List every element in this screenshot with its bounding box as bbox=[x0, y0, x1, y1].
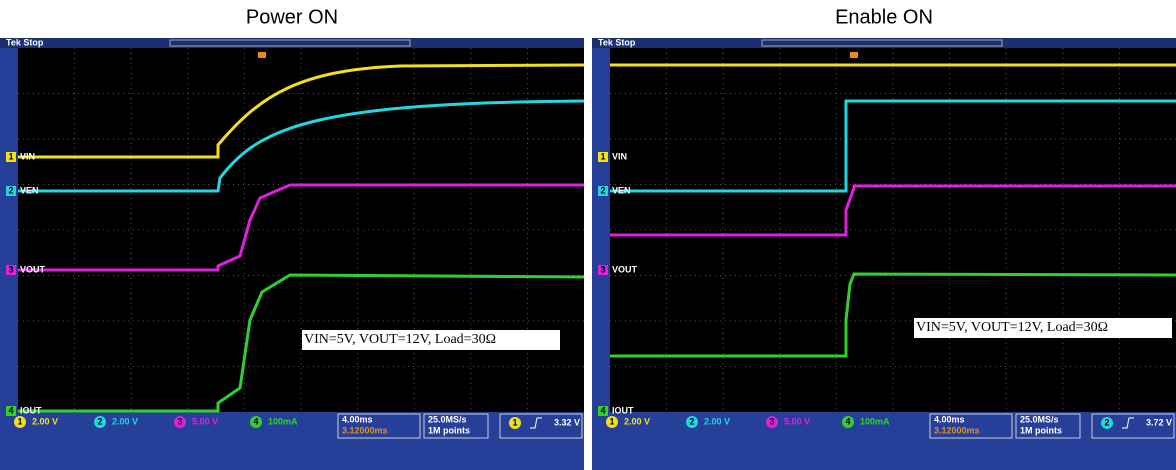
waveform bbox=[610, 99, 1176, 193]
channel-number: 2 bbox=[600, 185, 605, 195]
annotation: VIN=5V, VOUT=12V, Load=30Ω bbox=[304, 332, 496, 347]
channel-number: 2 bbox=[8, 185, 13, 195]
readout-channel-number: 1 bbox=[609, 416, 614, 426]
channel-number: 4 bbox=[8, 405, 13, 415]
channel-number: 4 bbox=[600, 405, 605, 415]
readout-scale: 5.00 V bbox=[192, 416, 218, 426]
trigger-source-icon bbox=[509, 417, 521, 429]
trigger-marker bbox=[258, 52, 266, 58]
waveform bbox=[610, 272, 1176, 358]
readout-channel-icon bbox=[766, 416, 778, 428]
rate-box bbox=[1015, 413, 1081, 439]
channel-label: VOUT bbox=[612, 264, 638, 274]
readout-channel-number: 4 bbox=[253, 416, 258, 426]
readout-scale: 2.00 V bbox=[624, 416, 650, 426]
channel-marker bbox=[598, 265, 608, 275]
channel-label: IOUT bbox=[612, 405, 634, 415]
waveform bbox=[18, 99, 585, 193]
record-bar bbox=[169, 39, 411, 47]
channel-label: IOUT bbox=[20, 405, 42, 415]
delay: 3.12000ms bbox=[934, 425, 980, 435]
channel-marker bbox=[598, 152, 608, 162]
record-length: 1M points bbox=[428, 425, 470, 435]
timebase-box bbox=[929, 413, 1013, 439]
sample-rate: 25.0MS/s bbox=[428, 414, 467, 424]
channel-marker bbox=[6, 186, 16, 196]
trigger-level: 3.32 V bbox=[554, 417, 580, 427]
rate-box bbox=[423, 413, 489, 439]
timebase: 4.00ms bbox=[934, 414, 965, 424]
trigger-marker bbox=[850, 52, 858, 58]
channel-label: VOUT bbox=[20, 264, 46, 274]
readout-channel-number: 3 bbox=[769, 416, 774, 426]
waveform bbox=[18, 273, 585, 413]
readout-scale: 2.00 V bbox=[32, 416, 58, 426]
readout-channel-icon bbox=[606, 416, 618, 428]
status: Tek Stop bbox=[598, 37, 636, 47]
readout-scale: 5.00 V bbox=[784, 416, 810, 426]
status: Tek Stop bbox=[6, 37, 44, 47]
channel-marker bbox=[6, 152, 16, 162]
channel-number: 3 bbox=[600, 264, 605, 274]
waveform bbox=[18, 183, 584, 272]
trigger-box bbox=[1091, 413, 1175, 439]
readout-channel-icon bbox=[14, 416, 26, 428]
readout-channel-icon bbox=[94, 416, 106, 428]
trigger-box bbox=[499, 413, 583, 439]
annotation-box bbox=[302, 330, 560, 350]
delay: 3.12000ms bbox=[342, 425, 388, 435]
panel-title: Enable ON bbox=[835, 6, 933, 28]
channel-label: VIN bbox=[20, 151, 35, 161]
trigger-source: 2 bbox=[1104, 417, 1109, 427]
channel-marker bbox=[598, 406, 608, 416]
readout-channel-number: 2 bbox=[689, 416, 694, 426]
trigger-slope bbox=[1122, 417, 1134, 429]
readout-channel-icon bbox=[250, 416, 262, 428]
trigger-level: 3.72 V bbox=[1146, 417, 1172, 427]
annotation-box bbox=[914, 318, 1172, 338]
readout-channel-icon bbox=[686, 416, 698, 428]
scope-panel: Power ON Tek Stop 1 VIN 2 VEN 3 VOUT 4 IOUT VIN=5V… bbox=[0, 6, 585, 470]
waveform bbox=[610, 184, 1176, 237]
readout-scale: 100mA bbox=[860, 416, 890, 426]
readout-scale: 2.00 V bbox=[704, 416, 730, 426]
channel-number: 1 bbox=[8, 151, 13, 161]
timebase: 4.00ms bbox=[342, 414, 373, 424]
annotation: VIN=5V, VOUT=12V, Load=30Ω bbox=[916, 320, 1108, 335]
readout-channel-number: 4 bbox=[845, 416, 850, 426]
waveform bbox=[18, 63, 585, 159]
channel-label: VIN bbox=[612, 151, 627, 161]
readout-channel-number: 2 bbox=[97, 416, 102, 426]
readout-channel-number: 1 bbox=[17, 416, 22, 426]
channel-marker bbox=[6, 406, 16, 416]
channel-marker bbox=[598, 186, 608, 196]
readout-channel-icon bbox=[842, 416, 854, 428]
timebase-box bbox=[337, 413, 421, 439]
readout-scale: 100mA bbox=[268, 416, 298, 426]
channel-number: 3 bbox=[8, 264, 13, 274]
trigger-slope bbox=[530, 417, 542, 429]
scope-panel: Enable ON Tek Stop 1 VIN 2 VEN 3 VOUT 4 IOUT VIN=5… bbox=[592, 6, 1176, 470]
trigger-source: 1 bbox=[512, 417, 517, 427]
readout-channel-icon bbox=[174, 416, 186, 428]
readout-channel-number: 3 bbox=[177, 416, 182, 426]
channel-number: 1 bbox=[600, 151, 605, 161]
top-bar bbox=[0, 38, 584, 48]
record-length: 1M points bbox=[1020, 425, 1062, 435]
channel-marker bbox=[6, 265, 16, 275]
channel-label: VEN bbox=[20, 185, 39, 195]
channel-label: VEN bbox=[612, 185, 631, 195]
record-bar bbox=[761, 39, 1003, 47]
panel-title: Power ON bbox=[246, 6, 338, 28]
trigger-source-icon bbox=[1101, 417, 1113, 429]
readout-scale: 2.00 V bbox=[112, 416, 138, 426]
sample-rate: 25.0MS/s bbox=[1020, 414, 1059, 424]
top-bar bbox=[592, 38, 1176, 48]
